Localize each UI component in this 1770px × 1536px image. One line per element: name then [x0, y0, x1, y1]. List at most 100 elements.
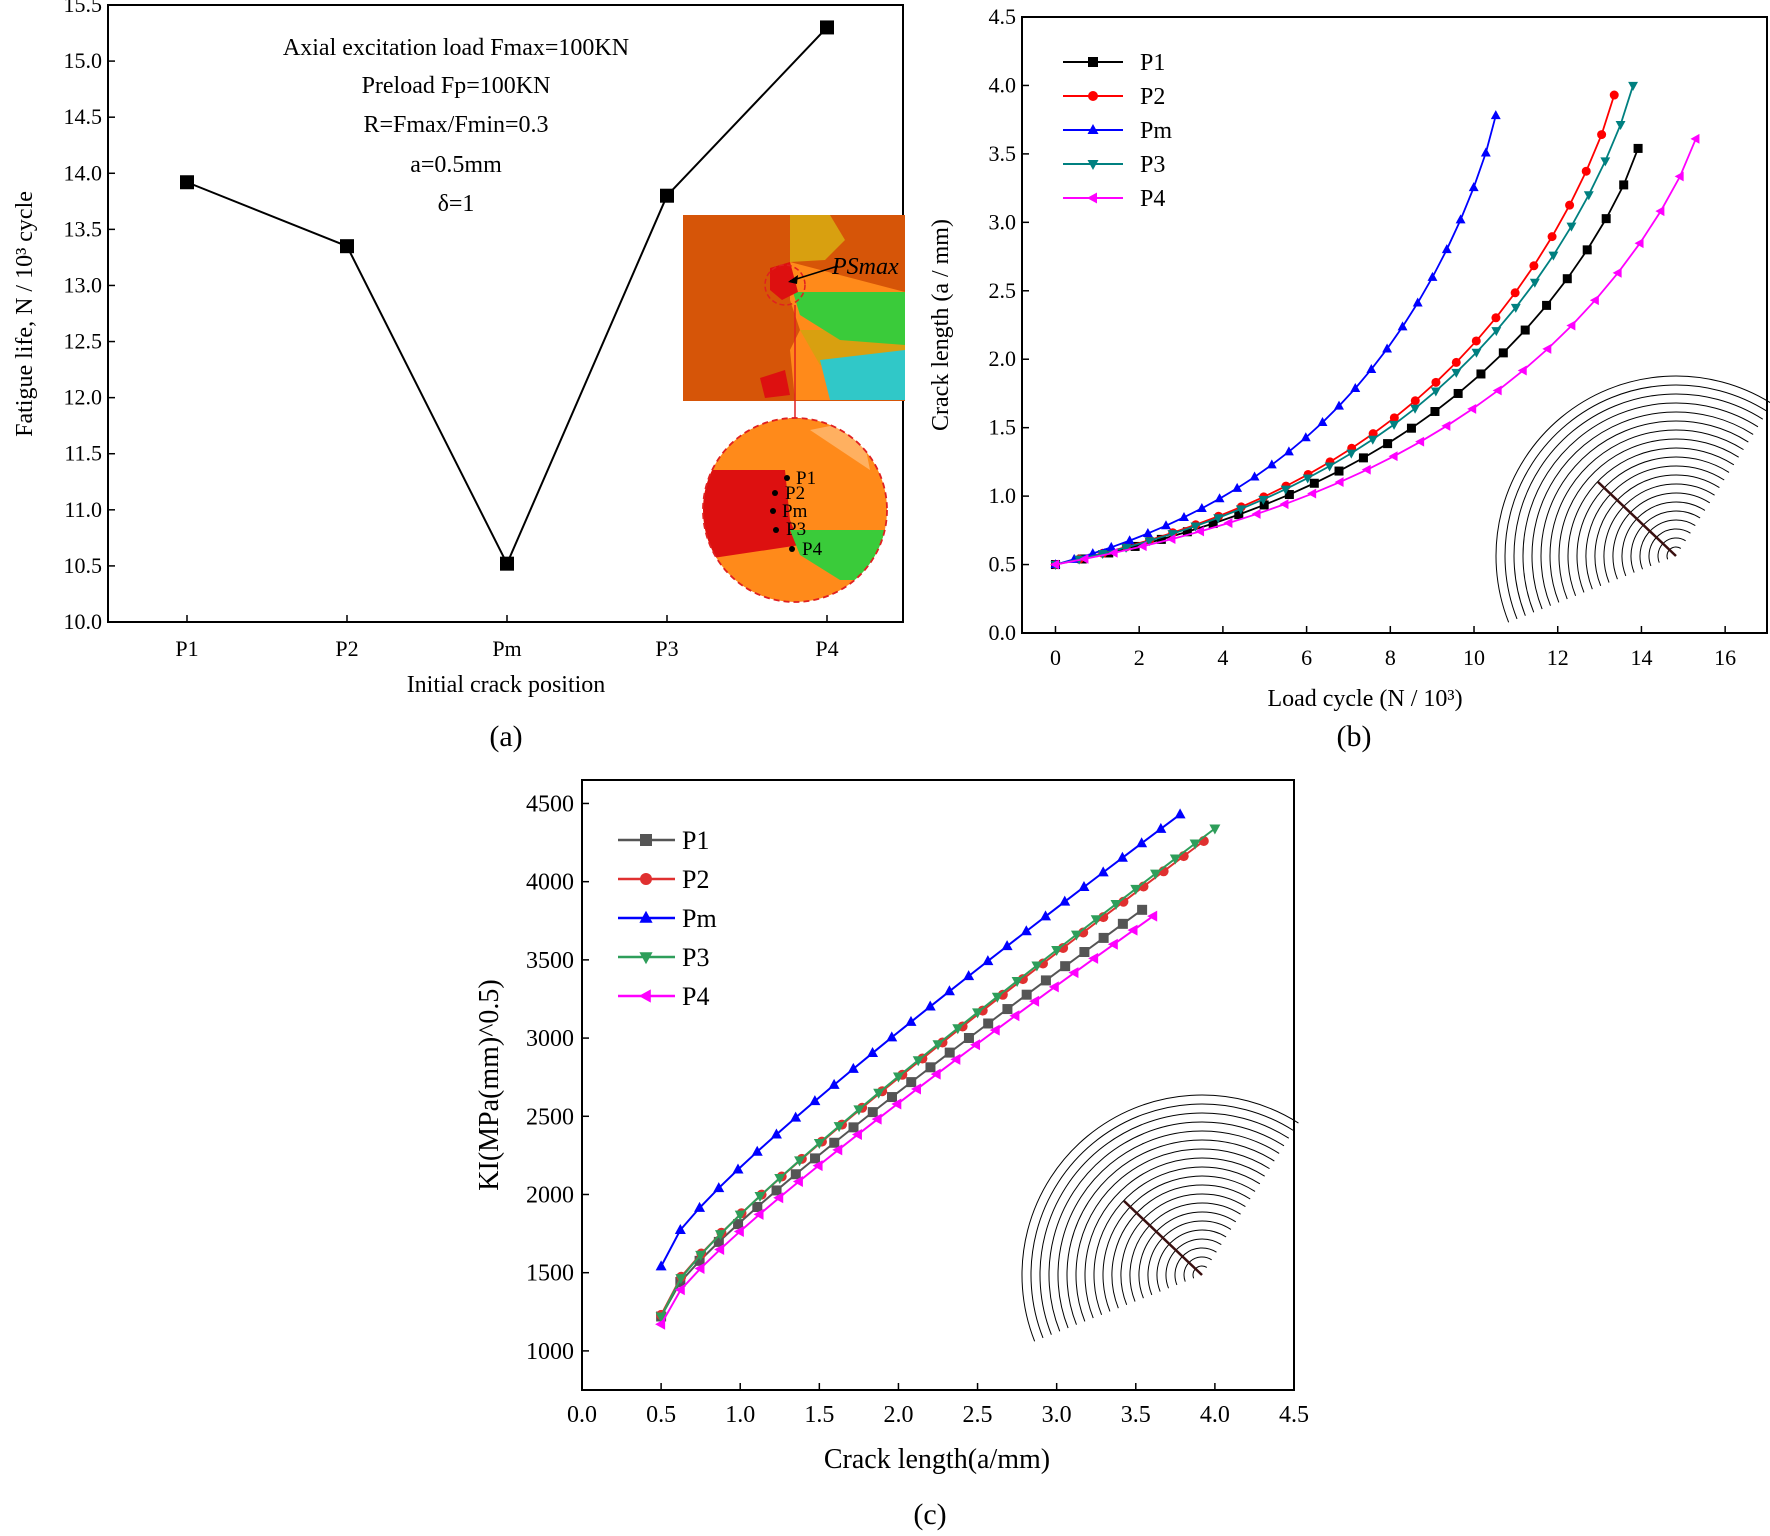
panel-c-point-p1 — [983, 1018, 994, 1029]
zoom-label-p2: P2 — [785, 483, 805, 504]
legend-label-p2: P2 — [682, 865, 709, 894]
panel-b-y-tick-label: 1.0 — [989, 483, 1017, 508]
panel-c-point-p4 — [812, 1160, 823, 1172]
panel-b-point-p2 — [1389, 413, 1399, 423]
legend-marker-p2 — [640, 873, 652, 885]
panel-c-point-p3 — [853, 1105, 865, 1116]
panel-b-point-pm — [1179, 511, 1189, 521]
panel-b-point-p4 — [1612, 267, 1622, 278]
panel-c-point-p3 — [1031, 961, 1043, 972]
panel-c-point-pm — [828, 1078, 840, 1089]
panel-c-point-pm — [1020, 925, 1032, 936]
panel-c-point-p3 — [1011, 977, 1023, 988]
panel-c-x-tick-label: 0.5 — [646, 1402, 676, 1428]
panel-a-y-tick-label: 11.0 — [64, 497, 102, 522]
panel-b-point-p1 — [1582, 245, 1592, 255]
zoom-label-p4: P4 — [802, 539, 823, 560]
panel-b-point-pm — [1283, 446, 1294, 456]
panel-b-line-pm — [1055, 115, 1497, 566]
panel-a-x-ticks: P1 P2 Pm P3 P4 — [175, 615, 839, 661]
panel-b-point-pm — [1232, 482, 1243, 492]
crack-front-ring-b — [1603, 483, 1715, 583]
panel-b-point-p4 — [1517, 365, 1527, 376]
panel-c-point-p4 — [714, 1243, 725, 1255]
panel-a-x-tick-label: P1 — [175, 636, 198, 661]
panel-b-point-p4 — [1441, 420, 1451, 431]
panel-c-point-p2 — [1058, 942, 1069, 953]
panel-c-point-p2 — [1017, 974, 1028, 985]
panel-c-y-tick-label: 4000 — [526, 870, 574, 896]
panel-b-point-p4 — [1195, 526, 1205, 537]
crack-path-b — [1597, 481, 1677, 557]
crack-front-ring-c — [1111, 1184, 1251, 1309]
zoom-point-p2 — [772, 490, 778, 496]
panel-c-point-p1 — [1002, 1004, 1013, 1015]
legend-label-p4: P4 — [1140, 186, 1165, 212]
panel-b-x-tick-label: 0 — [1050, 645, 1061, 670]
panel-c-point-pm — [886, 1031, 898, 1042]
panel-a-y-label: Fatigue life, N / 10³ cycle — [12, 191, 38, 437]
annotation-ratio: R=Fmax/Fmin=0.3 — [363, 112, 548, 138]
panel-b-point-pm — [1300, 432, 1311, 442]
crack-front-ring-c — [1129, 1202, 1241, 1302]
panel-c-point-p4 — [753, 1208, 764, 1220]
crack-front-ring-b — [1522, 402, 1759, 613]
panel-c-point-p3 — [774, 1173, 786, 1184]
crack-front-ring-b — [1558, 438, 1739, 600]
panel-b-point-p1 — [1358, 453, 1368, 463]
panel-b-point-p3 — [1471, 348, 1482, 358]
crack-front-ring-c — [1120, 1193, 1246, 1306]
panel-b-point-p3 — [1213, 514, 1224, 524]
panel-c-point-pm — [694, 1201, 706, 1212]
panel-c-x-tick-label: 4.5 — [1279, 1402, 1309, 1428]
panel-c-point-pm — [713, 1182, 725, 1193]
panel-c-point-p3 — [714, 1230, 726, 1241]
panel-b-point-p3 — [1628, 81, 1639, 91]
panel-c-x-tick-label: 2.5 — [963, 1402, 993, 1428]
panel-c-point-p4 — [1029, 995, 1040, 1007]
panel-b-point-p4 — [1079, 553, 1089, 564]
panel-b-point-p3 — [1615, 121, 1626, 131]
panel-b-point-p1 — [1259, 500, 1269, 510]
legend-label-p3: P3 — [1140, 152, 1165, 178]
panel-b-point-p1 — [1476, 369, 1486, 379]
panel-b-point-p2 — [1581, 166, 1591, 176]
panel-b-point-p3 — [1583, 191, 1594, 201]
panel-c-point-pm — [905, 1015, 917, 1026]
panel-c-x-label: Crack length(a/mm) — [824, 1444, 1050, 1475]
crack-front-ring-c — [1066, 1139, 1275, 1325]
crack-front-ring-c — [1093, 1166, 1261, 1315]
panel-b-line-p4 — [1055, 138, 1697, 566]
panel-c-point-p3 — [1090, 915, 1102, 926]
panel-c-point-p1 — [1060, 961, 1071, 972]
panel-c-point-p3 — [1070, 930, 1082, 941]
panel-b-point-p2 — [1431, 377, 1441, 387]
legend-marker-p1 — [640, 834, 652, 846]
crack-front-ring-c — [1021, 1094, 1299, 1342]
zoom-label-p1: P1 — [796, 468, 816, 489]
panel-a-y-tick-label: 12.0 — [64, 385, 103, 410]
panel-c-point-p4 — [930, 1068, 941, 1080]
legend-marker-pm — [639, 910, 653, 923]
panel-c-point-pm — [847, 1062, 859, 1073]
panel-b-point-p2 — [1547, 232, 1557, 242]
panel-c-point-pm — [674, 1224, 686, 1235]
panel-c-line-p4 — [660, 915, 1154, 1325]
panel-b-point-pm — [1468, 182, 1479, 192]
panel-c-point-p4 — [871, 1113, 882, 1125]
panel-c-point-p3 — [932, 1040, 944, 1051]
crack-front-ring-b — [1612, 492, 1711, 580]
panel-c-y-tick-label: 2500 — [526, 1104, 574, 1130]
legend-marker-p3 — [639, 952, 653, 965]
panel-b-point-p1 — [1498, 348, 1508, 358]
panel-c-point-p4 — [733, 1226, 744, 1238]
panel-c-point-p3 — [1130, 884, 1142, 895]
panel-a-label: (a) — [489, 720, 522, 753]
panel-c-point-p4 — [832, 1144, 843, 1156]
panel-a-x-tick-label: Pm — [492, 636, 521, 661]
panel-a-x-tick-label: P4 — [815, 636, 838, 661]
zoom-circle-border — [702, 417, 888, 603]
panel-c-point-p1 — [1040, 975, 1051, 986]
panel-b-point-p1 — [1383, 439, 1393, 449]
